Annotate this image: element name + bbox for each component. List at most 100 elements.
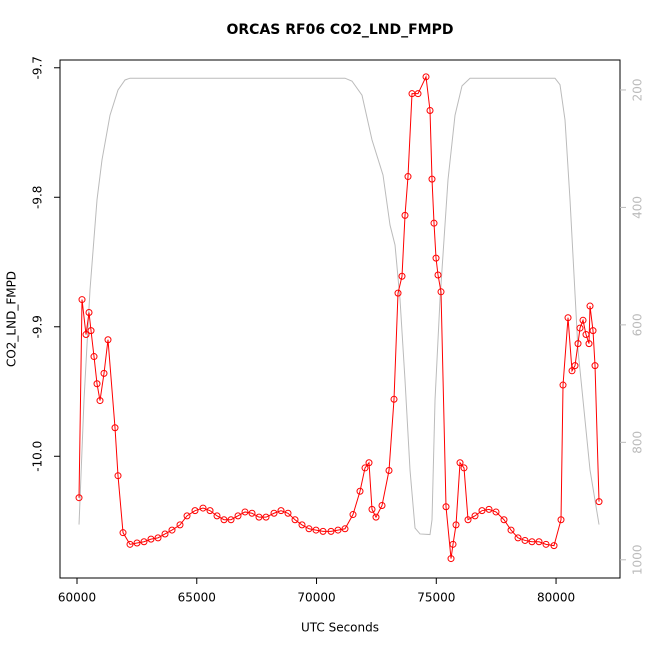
data-point <box>492 508 500 516</box>
data-point <box>220 516 228 524</box>
data-point <box>312 526 320 534</box>
data-point <box>298 521 306 529</box>
data-point <box>456 459 464 467</box>
data-point <box>82 331 90 339</box>
data-point <box>75 494 83 502</box>
data-point <box>126 540 134 548</box>
data-point <box>428 175 436 183</box>
data-point <box>442 503 450 511</box>
data-point <box>365 459 373 467</box>
data-point <box>356 487 364 495</box>
data-point <box>199 504 207 512</box>
data-point <box>401 211 409 219</box>
data-point <box>93 380 101 388</box>
data-point <box>154 534 162 542</box>
data-point <box>96 397 104 405</box>
data-point <box>414 90 422 98</box>
data-point <box>471 512 479 520</box>
data-point <box>542 540 550 548</box>
y2-tick-label: 200 <box>631 78 645 101</box>
data-point <box>191 507 199 515</box>
data-point <box>277 507 285 515</box>
data-point <box>550 542 558 550</box>
data-point <box>133 539 141 547</box>
data-point <box>270 509 278 517</box>
data-point <box>500 516 508 524</box>
data-point <box>568 367 576 375</box>
data-point <box>398 272 406 280</box>
data-point <box>385 467 393 475</box>
series-line <box>78 77 600 536</box>
chart-title: ORCAS RF06 CO2_LND_FMPD <box>226 22 453 38</box>
data-point <box>460 464 468 472</box>
data-point <box>449 540 457 548</box>
data-point <box>447 555 455 563</box>
data-point <box>404 173 412 181</box>
data-point <box>262 513 270 521</box>
data-point <box>434 271 442 279</box>
y-tick-label: -9.7 <box>31 56 45 79</box>
data-point <box>248 509 256 517</box>
y2-tick-label: 600 <box>631 313 645 336</box>
data-point <box>100 369 108 377</box>
data-point <box>284 509 292 517</box>
x-tick-label: 70000 <box>297 591 335 605</box>
data-point <box>234 512 242 520</box>
data-point <box>213 512 221 520</box>
data-point <box>528 538 536 546</box>
data-point <box>176 521 184 529</box>
data-point <box>147 535 155 543</box>
data-point <box>582 331 590 339</box>
data-point <box>485 505 493 513</box>
data-point <box>394 289 402 297</box>
data-point <box>168 526 176 534</box>
y-axis-label: CO2_LND_FMPD <box>5 271 19 367</box>
data-point <box>535 538 543 546</box>
data-point <box>349 511 357 519</box>
data-point <box>140 538 148 546</box>
series-line <box>78 75 600 559</box>
x-axis-label: UTC Seconds <box>301 621 379 635</box>
data-point <box>341 525 349 533</box>
data-point <box>291 516 299 524</box>
data-point <box>104 336 112 344</box>
data-point <box>422 73 430 81</box>
data-point <box>319 527 327 535</box>
data-point <box>432 254 440 262</box>
x-tick-label: 65000 <box>178 591 216 605</box>
data-point <box>87 327 95 335</box>
data-point <box>591 362 599 370</box>
data-point <box>589 327 597 335</box>
data-point <box>119 529 127 537</box>
data-point <box>372 513 380 521</box>
data-point <box>452 521 460 529</box>
data-point <box>478 507 486 515</box>
y2-tick-label: 800 <box>631 431 645 454</box>
x-tick-label: 75000 <box>417 591 455 605</box>
data-point <box>206 507 214 515</box>
data-point <box>111 424 119 432</box>
data-point <box>227 516 235 524</box>
y-tick-label: -9.9 <box>31 315 45 338</box>
data-point <box>514 534 522 542</box>
data-point <box>334 526 342 534</box>
data-point <box>183 512 191 520</box>
data-point <box>305 525 313 533</box>
data-point <box>559 381 567 389</box>
data-point <box>564 314 572 322</box>
data-point <box>85 309 93 317</box>
data-point <box>430 219 438 227</box>
data-point <box>585 340 593 348</box>
data-point <box>361 464 369 472</box>
data-point <box>521 536 529 544</box>
data-point <box>114 472 122 480</box>
data-point <box>464 516 472 524</box>
data-point <box>437 288 445 296</box>
x-tick-label: 60000 <box>58 591 96 605</box>
x-tick-label: 80000 <box>537 591 575 605</box>
y-tick-label: -10.0 <box>31 441 45 472</box>
plot-frame <box>59 59 621 579</box>
y2-tick-label: 400 <box>631 196 645 219</box>
y2-tick-label: 1000 <box>631 545 645 576</box>
